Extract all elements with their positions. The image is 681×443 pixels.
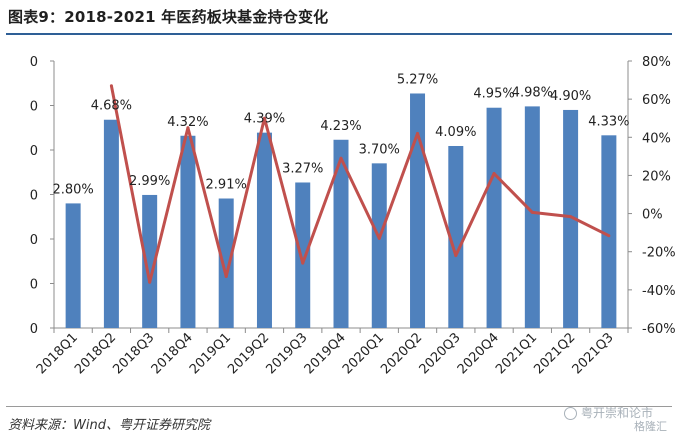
- right-tick-label: 60%: [642, 93, 671, 108]
- left-tick-label: 0: [30, 55, 38, 70]
- x-tick-label: 2020Q3: [417, 330, 464, 377]
- bar: [486, 107, 502, 328]
- x-tick-label: 2018Q3: [110, 330, 157, 377]
- right-tick-label: -40%: [642, 284, 676, 299]
- left-tick-label: 0: [30, 144, 38, 159]
- x-tick-label: 2019Q4: [302, 330, 349, 377]
- chart-title: 图表9：2018-2021 年医药板块基金持仓变化: [8, 8, 329, 26]
- watermark-line2: 格隆汇: [634, 420, 667, 433]
- bar: [103, 119, 119, 329]
- chart: 0000000-60%-40%-20%0%20%40%60%80%2018Q12…: [30, 55, 676, 377]
- x-tick-label: 2020Q2: [378, 330, 425, 377]
- wechat-icon: [564, 407, 577, 420]
- bar-series: [65, 93, 617, 329]
- bar-data-label: 4.98%: [512, 85, 553, 100]
- line-series: [109, 84, 611, 284]
- x-tick-label: 2021Q2: [531, 330, 578, 377]
- bar: [524, 106, 540, 328]
- line-point: [377, 236, 381, 240]
- bar-data-label: 2.91%: [206, 178, 247, 193]
- x-tick-label: 2021Q1: [493, 330, 540, 377]
- line-point: [454, 254, 458, 258]
- line-point: [569, 215, 573, 219]
- bar-data-label: 2.80%: [52, 182, 93, 197]
- bar: [601, 135, 617, 328]
- x-tick-label: 2020Q4: [455, 330, 502, 377]
- line-point: [339, 156, 343, 160]
- bar-data-label: 4.09%: [435, 125, 476, 140]
- left-tick-label: 0: [30, 100, 38, 115]
- bar-data-label: 4.32%: [167, 115, 208, 130]
- bar: [142, 194, 158, 328]
- bar: [333, 139, 349, 328]
- x-tick-label: 2019Q2: [225, 330, 272, 377]
- bar-data-label: 3.70%: [359, 142, 400, 157]
- bar: [563, 109, 579, 328]
- left-tick-label: 0: [30, 322, 38, 337]
- line-point: [492, 172, 496, 176]
- x-tick-label: 2018Q2: [72, 330, 119, 377]
- x-tick-label: 2021Q3: [570, 330, 617, 377]
- line-point: [262, 116, 266, 120]
- bar: [295, 182, 311, 328]
- right-tick-label: -20%: [642, 246, 676, 261]
- line-point: [607, 234, 611, 238]
- left-tick-label: 0: [30, 233, 38, 248]
- source-rule: [6, 406, 672, 407]
- x-tick-label: 2019Q3: [263, 330, 310, 377]
- right-tick-label: 0%: [642, 208, 663, 223]
- watermark: 粤开崇和论市 格隆汇: [564, 406, 667, 434]
- bar-data-label: 4.95%: [473, 87, 514, 102]
- bar: [65, 203, 81, 328]
- x-tick-label: 2019Q1: [187, 330, 234, 377]
- line-path: [109, 85, 610, 284]
- line-point: [301, 261, 305, 265]
- x-tick-label: 2018Q4: [149, 330, 196, 377]
- bar: [218, 198, 234, 328]
- bar: [410, 93, 426, 328]
- bar-data-label: 4.68%: [91, 99, 132, 114]
- bar-data-label: 4.23%: [320, 119, 361, 134]
- watermark-line1: 粤开崇和论市: [581, 406, 654, 420]
- bar: [256, 132, 272, 328]
- right-tick-label: -60%: [642, 322, 676, 337]
- line-point: [148, 280, 152, 284]
- source-note: 资料来源：Wind、粤开证券研究院: [8, 418, 210, 433]
- bar: [371, 163, 387, 328]
- bar-data-label: 2.99%: [129, 174, 170, 189]
- line-point: [109, 84, 113, 88]
- bar-data-label: 3.27%: [282, 161, 323, 176]
- bar-data-label: 4.33%: [588, 114, 629, 129]
- bar-data-label: 4.90%: [550, 89, 591, 104]
- bar-data-label: 4.39%: [244, 112, 285, 127]
- bar: [180, 135, 196, 328]
- line-point: [186, 126, 190, 130]
- line-point: [224, 275, 228, 279]
- bar-data-label: 5.27%: [397, 72, 438, 87]
- data-labels: 2.80% 4.68% 2.99% 4.32% 2.91% 4.39% 3.27% 4.23%…: [52, 72, 629, 197]
- left-tick-label: 0: [30, 278, 38, 293]
- x-tick-label: 2020Q1: [340, 330, 387, 377]
- title-rule: [6, 33, 672, 35]
- right-tick-label: 40%: [642, 131, 671, 146]
- line-point: [416, 131, 420, 135]
- bar: [448, 145, 464, 328]
- left-tick-label: 0: [30, 189, 38, 204]
- right-tick-label: 20%: [642, 169, 671, 184]
- x-tick-label: 2018Q1: [34, 330, 81, 377]
- right-tick-label: 80%: [642, 55, 671, 70]
- line-point: [530, 210, 534, 214]
